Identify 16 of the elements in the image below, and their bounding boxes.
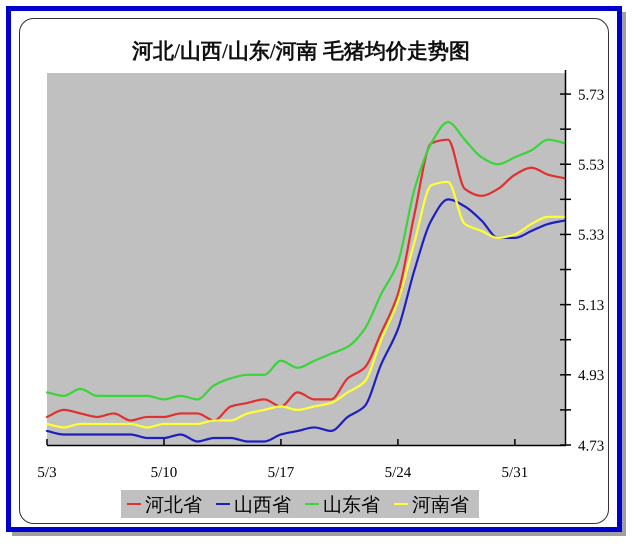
y-tick-label: 5.13	[578, 298, 604, 314]
legend-label: 山东省	[323, 494, 380, 516]
x-tick-label: 5/3	[37, 465, 57, 481]
x-tick-label: 5/17	[268, 465, 295, 481]
x-tick-label: 5/31	[502, 465, 528, 481]
y-tick-label: 5.53	[578, 157, 604, 174]
y-tick-label: 5.73	[578, 87, 604, 104]
y-tick-label: 4.93	[578, 368, 604, 384]
x-tick-label: 5/10	[150, 465, 178, 481]
x-tick-label: 5/24	[384, 465, 412, 481]
y-tick-label: 5.33	[578, 228, 604, 244]
legend-label: 河南省	[412, 494, 469, 516]
legend-label: 河北省	[145, 494, 202, 516]
legend-label: 山西省	[234, 494, 291, 516]
y-tick-label: 4.73	[578, 438, 604, 454]
chart-title: 河北/山西/山东/河南 毛猪均价走势图	[131, 39, 470, 63]
